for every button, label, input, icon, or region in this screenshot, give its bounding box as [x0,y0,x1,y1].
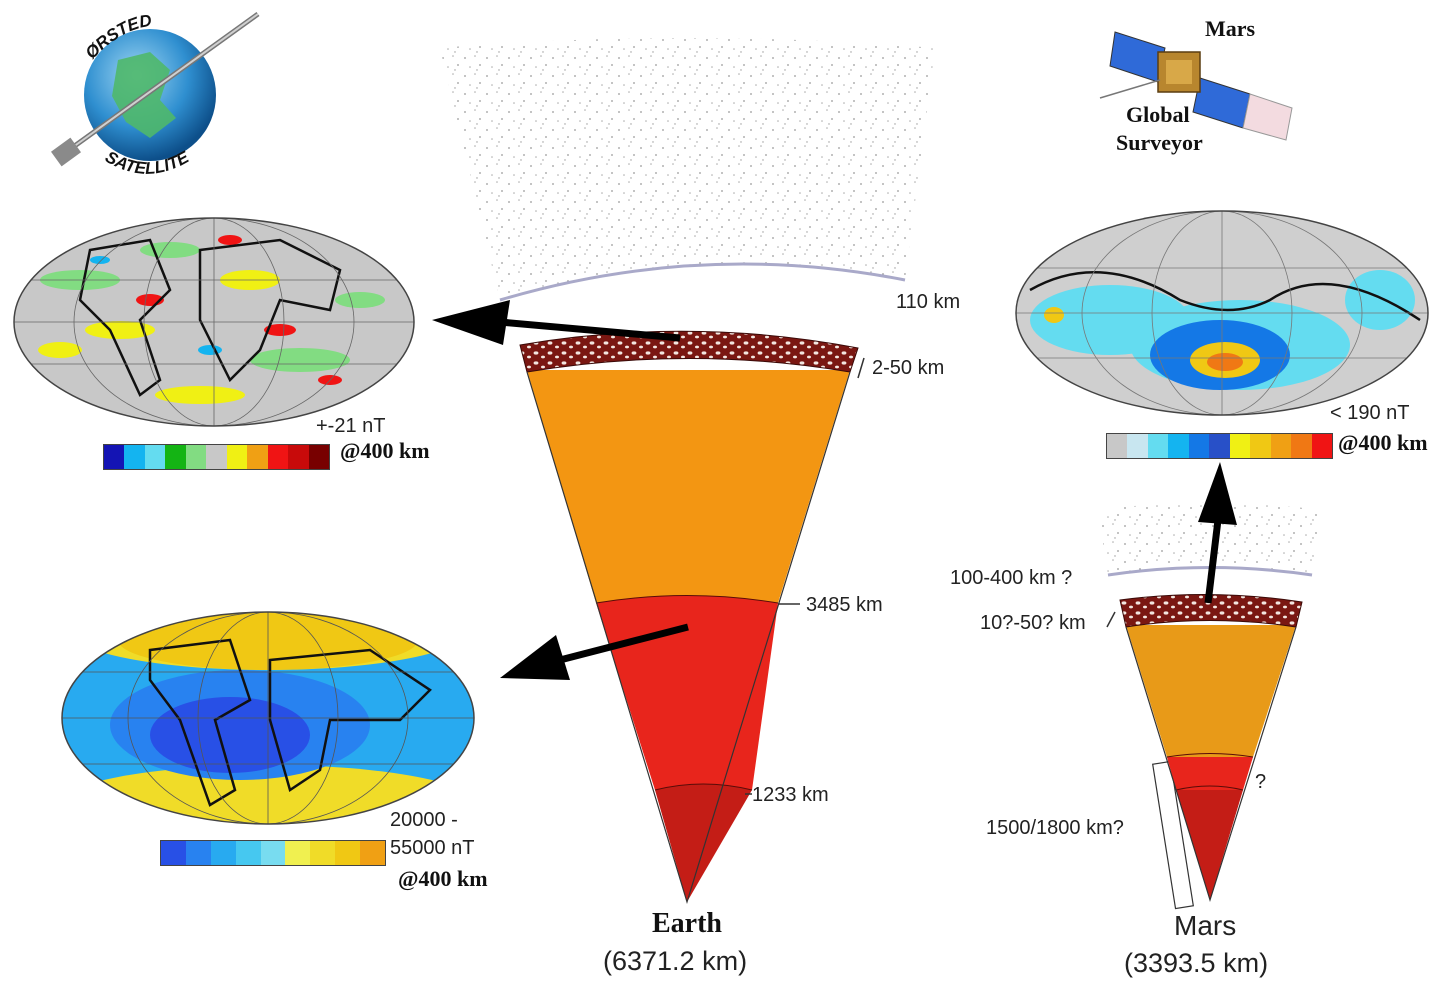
color-scale-swatch [247,445,268,469]
mars-inner-core [1176,790,1243,900]
color-scale-swatch [185,445,207,469]
earth-crustal-range-label: +-21 nT [316,415,386,437]
color-scale-swatch [1229,434,1251,458]
color-scale-swatch [185,841,211,865]
earth-crustal-field-map [13,217,415,427]
mars-crustal-range-label: < 190 nT [1330,402,1410,424]
mars-title: Mars [1174,910,1237,941]
color-scale-swatch [161,841,186,865]
earth-crustal-altitude-label: @400 km [340,438,430,463]
color-scale-swatch [285,841,311,865]
color-scale-swatch [124,445,145,469]
arrow-mars-crust-to-map [1198,462,1237,604]
arrow-core-to-map [500,623,689,680]
color-scale-swatch [1209,434,1230,458]
earth-atmosphere [440,38,935,302]
mars-crustal-color-scale [1106,433,1333,459]
mars-mantle [1126,625,1296,757]
color-scale-swatch [226,445,248,469]
mars-radius-label: (3393.5 km) [1124,948,1269,978]
orsted-satellite-logo [51,11,260,167]
mars-outer-core [1167,757,1253,790]
mars-global-surveyor-satellite [1099,31,1293,141]
earth-crustal-color-scale [103,444,330,470]
earth-crust-depth-label: 2-50 km [872,357,945,379]
color-scale-swatch [1127,434,1148,458]
color-scale-swatch [210,841,236,865]
mgs-name-line2: Global [1126,102,1190,127]
color-scale-swatch [288,445,309,469]
earth-atmosphere-height-label: 110 km [896,291,961,313]
color-scale-swatch [1147,434,1169,458]
earth-depth-ticks [745,357,865,795]
mars-crustal-field-map [1015,210,1429,416]
earth-title: Earth [652,908,722,939]
mgs-name-line1: Mars [1205,16,1256,41]
color-scale-swatch [235,841,261,865]
color-scale-swatch [1250,434,1271,458]
color-scale-swatch [144,445,166,469]
earth-radius-label: (6371.2 km) [603,946,748,976]
color-scale-swatch [165,445,186,469]
earth-outer-core [596,603,778,790]
earth-core-range-line1: 20000 - [390,809,458,831]
earth-icb-radius-label: 1233 km [752,784,829,806]
mars-crustal-altitude-label: @400 km [1338,430,1428,455]
mars-atmosphere-height-label: 100-400 km ? [950,567,1073,589]
color-scale-swatch [104,445,125,469]
color-scale-swatch [1291,434,1312,458]
earth-core-color-scale [160,840,386,866]
color-scale-swatch [308,445,329,469]
color-scale-swatch [335,841,361,865]
earth-inner-core [655,790,752,902]
arrow-crust-to-map [432,300,681,345]
earth-core-field-map [61,611,475,825]
earth-crust [519,330,859,373]
mars-crust-depth-label: 10?-50? km [980,612,1086,634]
color-scale-swatch [1168,434,1189,458]
color-scale-swatch [1107,434,1128,458]
mars-core-radius-label: 1500/1800 km? [986,817,1124,839]
mgs-name-line3: Surveyor [1116,130,1203,155]
color-scale-swatch [360,841,386,865]
mars-cross-section [1106,593,1303,910]
color-scale-swatch [267,445,289,469]
color-scale-swatch [260,841,286,865]
earth-cmb-radius-label: 3485 km [806,594,883,616]
color-scale-swatch [1270,434,1292,458]
mars-core-question-label: ? [1255,771,1267,793]
earth-cross-section [519,330,859,905]
earth-core-range-line2: 55000 nT [390,837,475,859]
color-scale-swatch [310,841,336,865]
color-scale-swatch [206,445,227,469]
color-scale-swatch [1311,434,1332,458]
earth-core-altitude-label: @400 km [398,866,488,891]
color-scale-swatch [1188,434,1210,458]
earth-mantle [527,370,850,603]
mars-core-uncertainty-bar [1152,760,1194,910]
